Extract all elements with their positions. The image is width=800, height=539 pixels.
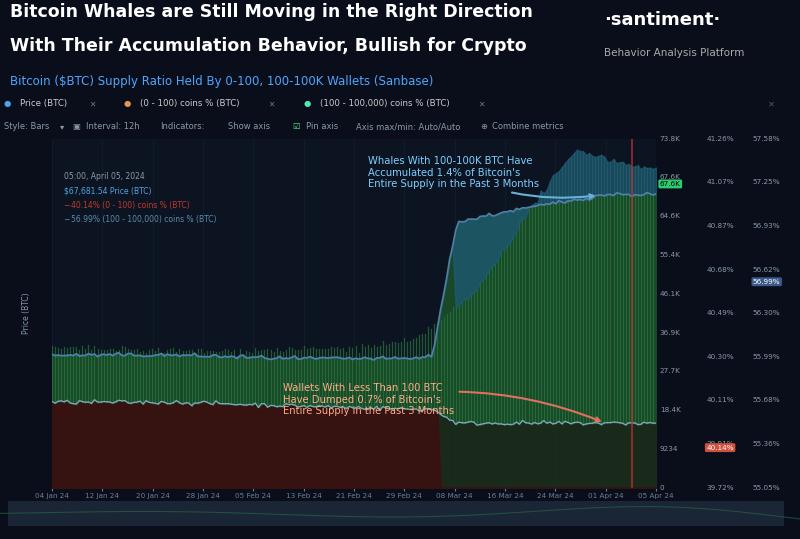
Text: 40.49%: 40.49% (706, 310, 734, 316)
Text: 67.6K: 67.6K (660, 181, 681, 187)
Text: ─ 56.99% (100 - 100,000) coins % (BTC): ─ 56.99% (100 - 100,000) coins % (BTC) (64, 215, 217, 224)
Text: 57.58%: 57.58% (753, 135, 781, 142)
Text: Axis max/min: Auto/Auto: Axis max/min: Auto/Auto (356, 122, 460, 131)
Text: 55.05%: 55.05% (753, 485, 781, 491)
Text: 9234: 9234 (660, 446, 678, 452)
Text: ●: ● (124, 99, 131, 108)
Text: Interval: 12h: Interval: 12h (86, 122, 140, 131)
Text: 05:00, April 05, 2024: 05:00, April 05, 2024 (64, 172, 145, 181)
Text: ✕: ✕ (768, 99, 775, 108)
Text: With Their Accumulation Behavior, Bullish for Crypto: With Their Accumulation Behavior, Bullis… (10, 37, 526, 54)
Text: $67,681.54 Price (BTC): $67,681.54 Price (BTC) (64, 186, 151, 196)
Text: Indicators:: Indicators: (160, 122, 204, 131)
Text: Style: Bars: Style: Bars (4, 122, 50, 131)
Text: 64.6K: 64.6K (660, 213, 681, 219)
Text: 27.7K: 27.7K (660, 368, 681, 375)
Text: 57.25%: 57.25% (753, 179, 781, 185)
Text: 40.87%: 40.87% (706, 223, 734, 229)
Text: ·santiment·: ·santiment· (604, 11, 720, 29)
Text: 18.4K: 18.4K (660, 407, 681, 413)
Text: 36.9K: 36.9K (660, 329, 681, 336)
Text: 55.99%: 55.99% (753, 354, 781, 360)
Text: ✕: ✕ (478, 99, 485, 108)
Text: Pin axis: Pin axis (306, 122, 338, 131)
Text: ⊕: ⊕ (480, 122, 487, 131)
Text: Bitcoin ($BTC) Supply Ratio Held By 0-100, 100-100K Wallets (Sanbase): Bitcoin ($BTC) Supply Ratio Held By 0-10… (10, 75, 433, 88)
Text: ●: ● (4, 99, 11, 108)
Text: Wallets With Less Than 100 BTC
Have Dumped 0.7% of Bitcoin's
Entire Supply in th: Wallets With Less Than 100 BTC Have Dump… (282, 383, 600, 421)
Text: Whales With 100-100K BTC Have
Accumulated 1.4% of Bitcoin's
Entire Supply in the: Whales With 100-100K BTC Have Accumulate… (368, 156, 594, 198)
Text: Behavior Analysis Platform: Behavior Analysis Platform (604, 47, 744, 58)
Text: 56.93%: 56.93% (753, 223, 781, 229)
Text: 56.62%: 56.62% (753, 266, 781, 273)
Text: 67.6K: 67.6K (660, 174, 681, 181)
Text: 46.1K: 46.1K (660, 291, 681, 297)
Text: ☑: ☑ (292, 122, 299, 131)
Text: 40.11%: 40.11% (706, 397, 734, 404)
Text: 55.4K: 55.4K (660, 252, 681, 258)
Text: 40.14%: 40.14% (706, 445, 734, 451)
Text: 73.8K: 73.8K (660, 135, 681, 142)
Text: Bitcoin Whales are Still Moving in the Right Direction: Bitcoin Whales are Still Moving in the R… (10, 3, 533, 20)
Text: 0: 0 (660, 485, 665, 491)
Text: Show axis: Show axis (228, 122, 270, 131)
Text: 41.07%: 41.07% (706, 179, 734, 185)
Text: Price (BTC): Price (BTC) (20, 99, 67, 108)
Text: ✕: ✕ (269, 99, 275, 108)
Text: (0 - 100) coins % (BTC): (0 - 100) coins % (BTC) (140, 99, 239, 108)
Text: 55.36%: 55.36% (753, 441, 781, 447)
Text: 41.26%: 41.26% (706, 135, 734, 142)
Text: 39.72%: 39.72% (706, 485, 734, 491)
Text: 55.68%: 55.68% (753, 397, 781, 404)
Text: ▣: ▣ (72, 122, 80, 131)
Text: ✕: ✕ (89, 99, 95, 108)
Text: Combine metrics: Combine metrics (492, 122, 564, 131)
Text: 56.99%: 56.99% (753, 279, 781, 285)
Text: 40.30%: 40.30% (706, 354, 734, 360)
Text: 56.30%: 56.30% (753, 310, 781, 316)
Text: ▾: ▾ (60, 122, 64, 131)
Text: 40.68%: 40.68% (706, 266, 734, 273)
Text: 39.91%: 39.91% (706, 441, 734, 447)
Text: Price (BTC): Price (BTC) (22, 292, 30, 334)
Text: ●: ● (304, 99, 311, 108)
Text: ─ 40.14% (0 - 100) coins % (BTC): ─ 40.14% (0 - 100) coins % (BTC) (64, 201, 190, 210)
Text: (100 - 100,000) coins % (BTC): (100 - 100,000) coins % (BTC) (320, 99, 450, 108)
